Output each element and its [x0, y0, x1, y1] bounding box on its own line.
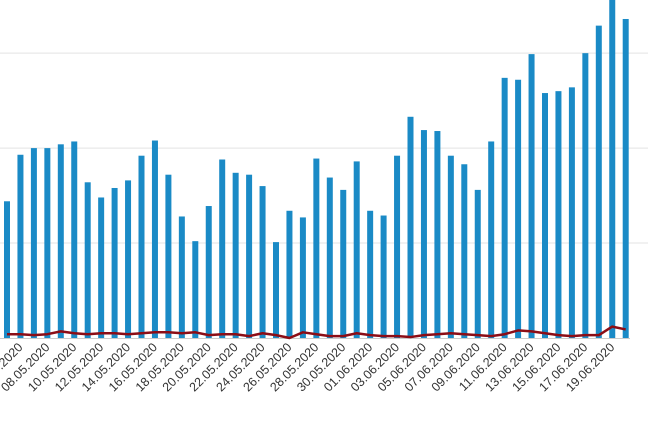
bar	[515, 79, 522, 338]
bar	[17, 154, 24, 338]
bar	[447, 155, 454, 338]
bar	[178, 216, 185, 338]
bar	[542, 93, 548, 338]
bar	[259, 186, 266, 338]
bar	[461, 164, 468, 338]
bar	[151, 140, 158, 338]
bar	[528, 54, 535, 338]
bar	[98, 197, 105, 338]
bar	[192, 241, 199, 338]
bar	[595, 25, 602, 339]
bar	[44, 148, 51, 338]
bar	[488, 141, 495, 338]
bar	[84, 182, 91, 338]
line	[7, 325, 626, 340]
bar	[4, 201, 10, 338]
bar	[299, 217, 306, 338]
bar	[71, 141, 78, 338]
bar	[30, 148, 37, 338]
bar	[286, 210, 293, 338]
bar	[111, 187, 118, 338]
bar	[273, 242, 279, 338]
bar	[622, 18, 629, 338]
bar	[246, 174, 253, 338]
bar	[205, 206, 212, 338]
bar	[568, 87, 575, 338]
bar	[57, 144, 64, 338]
bar	[219, 159, 226, 338]
bar	[434, 131, 441, 338]
bar	[407, 116, 414, 338]
bar	[125, 180, 132, 338]
bar	[380, 215, 387, 338]
bar	[326, 177, 333, 338]
bar	[353, 161, 360, 338]
bar	[313, 158, 320, 338]
bar	[340, 189, 347, 338]
bar	[555, 91, 562, 339]
bar	[420, 130, 427, 338]
bar	[474, 189, 481, 338]
bar	[138, 155, 145, 338]
bar	[165, 174, 172, 338]
bar	[232, 172, 239, 338]
bar	[501, 77, 508, 338]
bar	[394, 155, 401, 338]
bar	[609, 0, 616, 339]
bar	[367, 210, 374, 338]
bar	[582, 53, 589, 338]
